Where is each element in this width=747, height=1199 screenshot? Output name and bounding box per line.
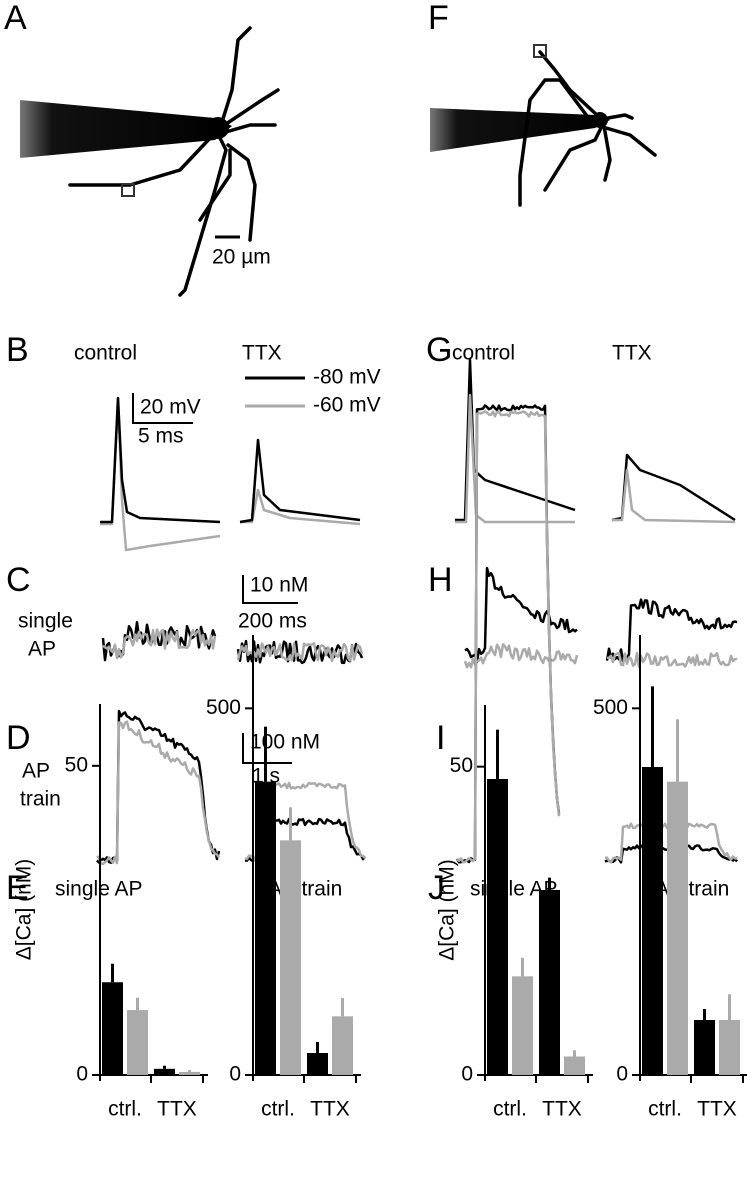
condition-label: TTX: [612, 342, 652, 365]
bar: [719, 1020, 740, 1075]
voltage-traces: [100, 358, 736, 764]
legend: -80 mV -60 mV: [245, 366, 381, 417]
row-label: AP: [28, 638, 56, 661]
scale-label: 20 µm: [212, 246, 271, 269]
bar: [694, 1020, 715, 1075]
bar: [154, 1068, 175, 1075]
row-label: single: [18, 610, 73, 633]
y-axis-label: Δ[Ca] (nM): [436, 859, 459, 961]
panel-letter: J: [428, 869, 445, 907]
scale-label: 200 ms: [238, 610, 307, 633]
trace: [463, 643, 579, 669]
y-tick-label: 0: [616, 1063, 628, 1086]
x-tick-label: ctrl.: [493, 1098, 527, 1121]
trace: [236, 641, 364, 663]
y-tick-label: 0: [229, 1063, 241, 1086]
y-tick-label: 50: [450, 754, 473, 777]
panel-letter: C: [6, 561, 31, 599]
y-tick-label: 0: [461, 1063, 473, 1086]
trace: [464, 566, 578, 664]
trace: [96, 720, 221, 866]
panel-letter: E: [6, 869, 29, 907]
legend-label: -60 mV: [313, 394, 381, 417]
condition-label: TTX: [242, 342, 282, 365]
panel-letter: B: [6, 331, 29, 369]
neuron-image-a: [20, 26, 280, 297]
row-label: AP: [22, 760, 50, 783]
y-tick-label: 50: [65, 753, 88, 776]
bar: [307, 1053, 328, 1075]
chart-heading: single AP: [55, 878, 143, 901]
x-tick-label: TTX: [697, 1098, 737, 1121]
trace: [605, 598, 738, 663]
bar: [127, 1010, 148, 1075]
x-tick-label: ctrl.: [648, 1098, 682, 1121]
panel-letter: H: [428, 561, 453, 599]
bar: [255, 781, 276, 1075]
scale-label: 20 mV: [140, 396, 201, 419]
trace: [102, 628, 217, 660]
bar: [102, 982, 123, 1075]
y-axis-label: Δ[Ca] (nM): [13, 859, 36, 961]
bar: [512, 976, 533, 1075]
bar: [179, 1071, 200, 1075]
chart-heading: AP train: [268, 878, 342, 901]
trace: [456, 410, 561, 864]
scale-label: 100 nM: [250, 731, 320, 754]
y-tick-label: 0: [76, 1063, 88, 1086]
x-tick-label: ctrl.: [108, 1098, 142, 1121]
scale-label: 5 ms: [138, 425, 184, 448]
bar: [332, 1016, 353, 1075]
bar: [667, 781, 688, 1075]
bar: [487, 779, 508, 1075]
neuron-image-f: [430, 44, 657, 207]
legend-label: -80 mV: [313, 366, 381, 389]
y-tick-label: 500: [593, 696, 628, 719]
panel-letter: G: [426, 331, 452, 369]
condition-label: control: [452, 342, 515, 365]
bar: [564, 1056, 585, 1075]
x-tick-label: ctrl.: [261, 1098, 295, 1121]
y-tick-label: 500: [206, 696, 241, 719]
trace: [606, 651, 738, 669]
scale-label: 10 nM: [250, 574, 308, 597]
panel-letter: D: [6, 719, 31, 757]
panel-letter: I: [436, 719, 445, 757]
condition-label: control: [74, 342, 137, 365]
x-tick-label: TTX: [310, 1098, 350, 1121]
chart-heading: AP train: [655, 878, 729, 901]
x-tick-label: TTX: [542, 1098, 582, 1121]
bar: [280, 840, 301, 1075]
bar: [539, 890, 560, 1075]
calcium-traces: [96, 404, 739, 866]
bar: [642, 767, 663, 1075]
panel-letter: F: [428, 0, 449, 37]
row-label: train: [20, 788, 61, 811]
panel-letter: A: [4, 0, 27, 37]
x-tick-label: TTX: [157, 1098, 197, 1121]
